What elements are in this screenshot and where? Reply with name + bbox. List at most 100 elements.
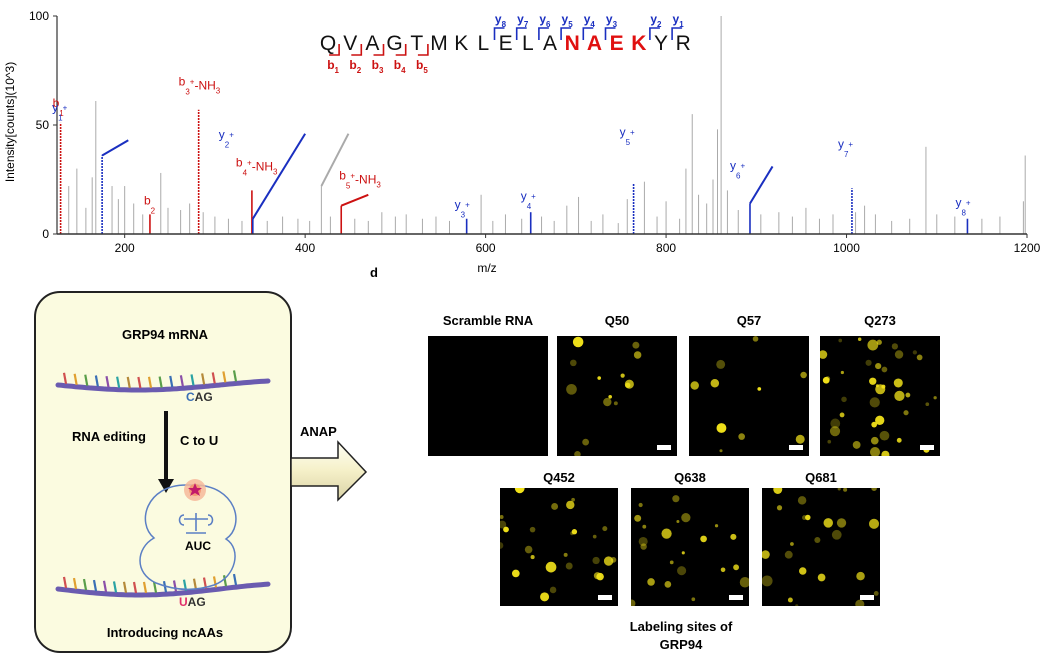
isotope-envelope-line	[320, 133, 350, 187]
schematic-caption: Introducing ncAAs	[106, 625, 224, 640]
fluorescent-cell	[822, 376, 830, 384]
y-ion-bracket	[582, 27, 594, 40]
b-ion-label: b3	[372, 58, 384, 75]
nucleotide-tick	[232, 573, 238, 586]
peptide-residue: Y	[654, 32, 668, 55]
labeling-sites-caption: Labeling sites of GRP94	[581, 618, 781, 654]
scale-bar	[789, 445, 803, 450]
axes-layer: 200 400 600 800 1000 1200 0 50 100	[29, 9, 1041, 255]
scale-bar	[860, 595, 874, 600]
fluorescent-cell	[881, 366, 888, 373]
scale-bar	[657, 445, 671, 450]
mrna-strand-bottom	[55, 573, 271, 598]
nucleotide-tick	[82, 578, 88, 591]
fluorescent-cell	[784, 550, 793, 559]
y4-ion-label: y4+	[521, 189, 536, 211]
microscopy-title: Q273	[864, 313, 896, 328]
fluorescent-cell	[852, 441, 861, 449]
fluorescent-cell	[867, 339, 879, 351]
fluorescent-cell	[817, 573, 826, 582]
fluorescent-cell	[563, 552, 568, 557]
fluorescent-cell	[843, 488, 848, 492]
microscopy-image	[762, 488, 880, 606]
fluorescent-cell	[841, 396, 847, 403]
fluorescent-cell	[672, 495, 680, 503]
fluorescent-cell	[661, 528, 672, 539]
y-tick-label: 100	[29, 9, 49, 23]
fluorescent-cell	[730, 533, 737, 540]
y-tick-label: 50	[36, 118, 50, 132]
fluorescent-cell	[524, 545, 533, 554]
y6-ion-label: y6+	[730, 158, 745, 180]
fluorescent-cell	[632, 341, 640, 349]
y-ion-bracket	[649, 27, 660, 40]
b2-ion-label: b2	[144, 193, 156, 215]
fluorescent-cell	[511, 569, 520, 578]
nucleotide-tick	[190, 374, 195, 386]
fluorescent-cell	[624, 379, 634, 389]
nucleotide-tick	[212, 576, 218, 588]
y-ion-label: y7	[517, 12, 529, 29]
y-ion-label: y3	[606, 12, 618, 29]
microscopy-title: Scramble RNA	[442, 313, 534, 328]
fluorescent-cell	[925, 402, 930, 407]
fluorescent-cell	[602, 526, 608, 532]
microscopy-title: Q57	[736, 313, 762, 328]
nucleotide-tick	[222, 371, 227, 383]
codon-after: UAG	[179, 595, 206, 609]
fluorescent-cell	[903, 410, 909, 416]
fluorescent-cell	[608, 394, 612, 399]
y1-ion-label: y1+	[52, 101, 67, 123]
nucleotide-tick	[116, 376, 121, 388]
fluorescent-cell	[574, 450, 581, 456]
nucleotide-tick	[84, 374, 89, 386]
anap-label: ANAP	[300, 424, 337, 439]
nucleotide-tick	[179, 375, 184, 387]
y3-ion-label: y3+	[455, 198, 470, 220]
y-ion-label: y4	[584, 12, 596, 29]
microscopy-image	[500, 488, 618, 606]
peptide-residue: L	[478, 32, 490, 55]
codon-before-first-base: C	[186, 390, 195, 404]
y-ion-bracket	[560, 27, 572, 40]
fluorescent-cell	[716, 359, 726, 369]
b5-ion-label: b5+-NH3	[339, 169, 381, 191]
b-ion-bracket	[395, 44, 407, 56]
codon-after-first-base: U	[179, 595, 188, 609]
fluorescent-cell	[681, 551, 685, 555]
fluorescent-cell	[838, 338, 843, 343]
microscopy-title: Q50	[604, 313, 630, 328]
b-ion-bracket	[351, 44, 363, 56]
fluorescent-cell	[894, 350, 904, 359]
fluorescent-cell	[733, 564, 740, 571]
y2-ion-label: y2+	[219, 128, 234, 150]
mrna-backbone	[55, 378, 271, 393]
fluorescence-cells	[566, 336, 642, 456]
b-ion-label: b5	[416, 58, 428, 75]
fluorescent-cell	[839, 412, 845, 418]
microscopy-image	[557, 336, 677, 456]
fluorescent-cell	[856, 571, 865, 581]
fluorescent-cell	[610, 557, 617, 563]
peptide-residue: L	[522, 32, 534, 55]
fluorescence-cells	[690, 336, 807, 453]
b3-ion-label: b3+-NH3	[179, 75, 221, 97]
nucleotide-tick	[92, 579, 98, 592]
peptide-residue: K	[631, 32, 646, 55]
fluorescent-cell	[664, 581, 672, 588]
fluorescent-cell	[566, 383, 577, 395]
anap-arrow-icon	[290, 440, 368, 502]
fluorescent-cell	[875, 362, 882, 370]
fluorescent-cell	[681, 513, 691, 523]
fluorescent-cell	[500, 542, 504, 549]
nucleotide-tick	[137, 376, 142, 389]
fluorescent-cell	[676, 519, 680, 523]
fluorescent-cell	[570, 359, 577, 367]
peptide-residue: G	[386, 32, 402, 55]
c-to-u-label: C to U	[180, 433, 219, 448]
fluorescent-cell	[762, 575, 773, 587]
peptide-residue: Q	[320, 32, 336, 55]
codon-before: CAG	[186, 390, 213, 404]
nucleotide-tick	[112, 581, 118, 593]
b-ion-bracket	[373, 44, 385, 56]
